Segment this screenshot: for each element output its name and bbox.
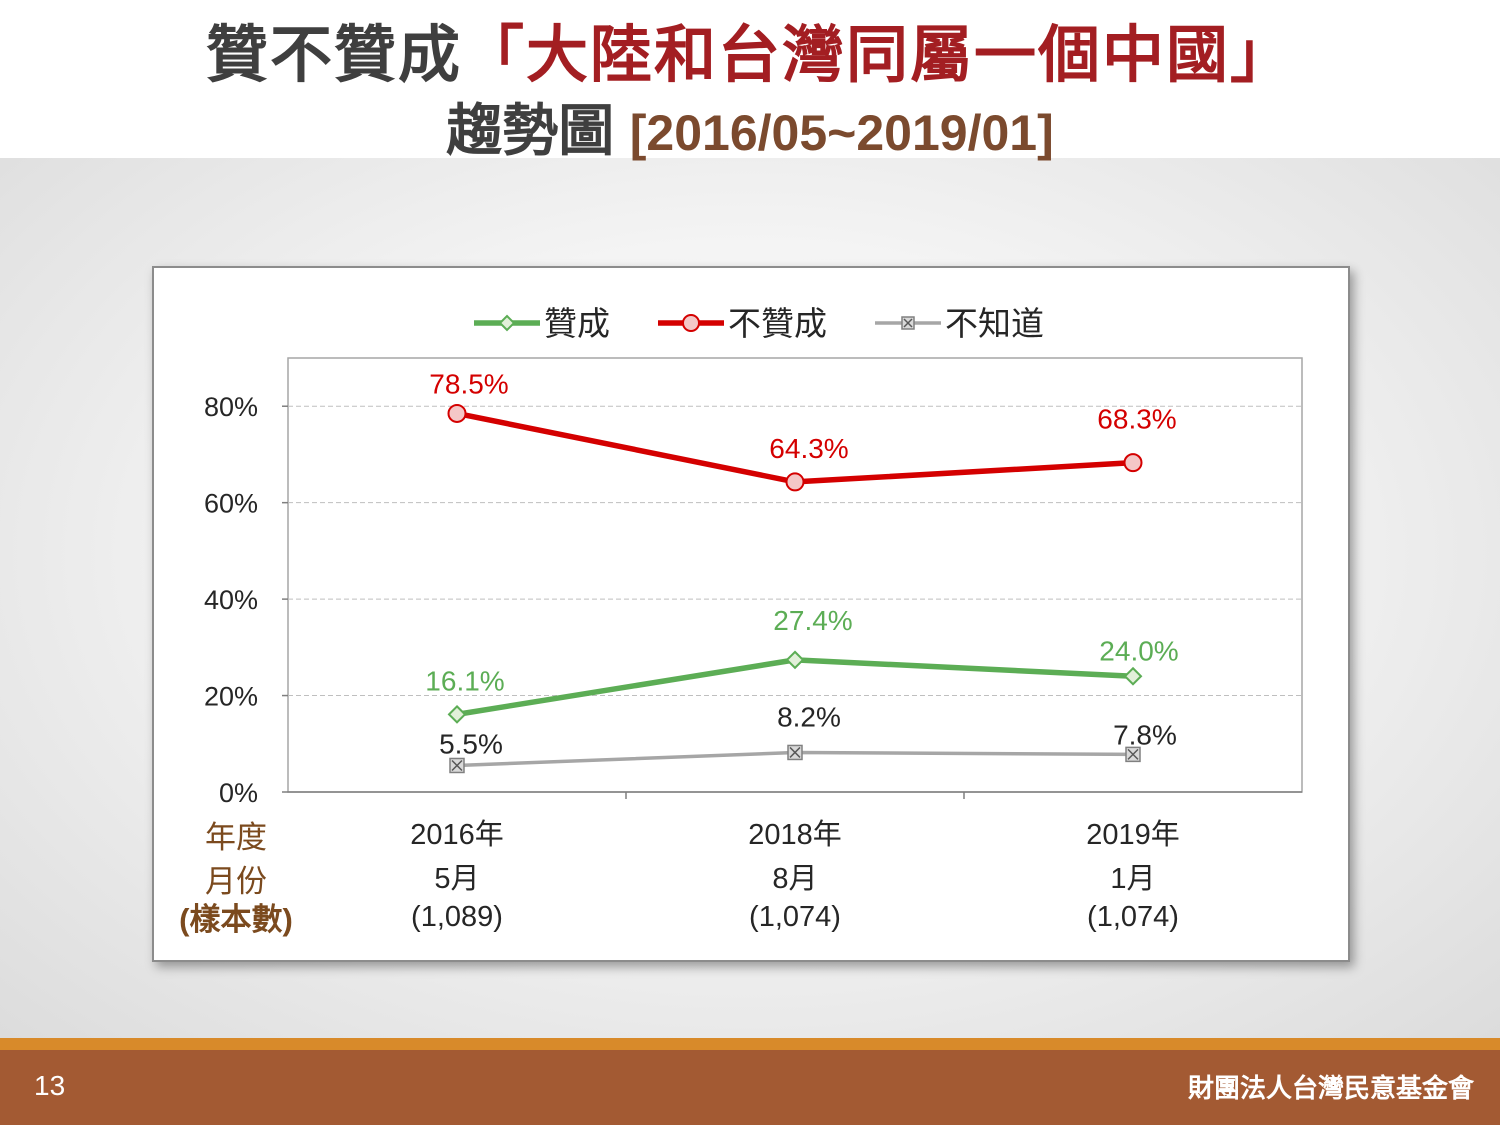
data-point-marker [1123,453,1143,473]
data-label: 5.5% [439,728,503,759]
organization-name: 財團法人台灣民意基金會 [1187,1073,1474,1103]
y-tick-label: 40% [204,585,258,615]
x-category-month: 5月 [434,863,479,895]
data-label: 7.8% [1113,719,1177,750]
legend-marker [498,314,516,332]
data-label: 68.3% [1097,404,1176,435]
data-label: 24.0% [1099,635,1178,666]
data-point-marker [447,403,467,423]
trend-line-chart: 0% 20% 40% 60% 80% 16.1% 27.4% 24.0% 78.5% 64.3% 6… [179,305,1303,937]
slide-subtitle: 趨勢圖 [2016/05~2019/01] [0,86,1500,167]
data-label: 16.1% [425,665,504,696]
legend-label: 不知道 [945,305,1044,342]
x-category-year: 2018年 [748,818,842,851]
data-point-marker [785,472,805,492]
x-category-sample: (1,089) [411,901,503,933]
legend-label: 贊成 [544,305,610,342]
page-number: 13 [34,1070,66,1101]
data-label: 78.5% [429,368,508,399]
title-prefix: 贊不贊成 [205,21,462,90]
legend-label: 不贊成 [728,305,827,342]
x-row-header: 年度 [205,820,267,855]
data-point-marker [447,704,467,724]
x-category-sample: (1,074) [749,901,841,933]
data-label: 8.2% [777,701,841,732]
title-accent: 「大陸和台灣同屬一個中國」 [462,21,1295,90]
data-point-marker-cross [789,746,801,758]
legend-marker [682,314,700,332]
x-category-year: 2019年 [1086,818,1180,851]
x-row-header: 月份 [205,864,267,899]
data-label: 64.3% [769,433,848,464]
x-row-header: (樣本數) [179,902,293,937]
data-point-marker [1123,666,1143,686]
y-tick-label: 60% [204,489,258,519]
footer-bar [0,1050,1500,1125]
x-category-sample: (1,074) [1087,901,1179,933]
data-point-marker-cross [451,759,463,772]
data-point-marker-cross [1127,748,1139,760]
data-point-marker [785,650,805,670]
y-tick-label: 20% [204,682,258,712]
chart-frame: 0% 20% 40% 60% 80% 16.1% 27.4% 24.0% 78.5% 64.3% 6… [152,266,1350,962]
x-category-month: 1月 [1110,863,1155,895]
y-tick-label: 0% [219,778,258,808]
y-tick-label: 80% [204,392,258,422]
legend-marker-cross [903,318,913,328]
subtitle-main: 趨勢圖 [446,99,615,162]
subtitle-date-range: [2016/05~2019/01] [629,105,1054,161]
footer-stripe [0,1038,1500,1050]
slide-title: 贊不贊成「大陸和台灣同屬一個中國」 [0,4,1500,94]
x-category-month: 8月 [772,863,817,895]
x-category-year: 2016年 [410,818,504,851]
data-label: 27.4% [773,605,852,636]
